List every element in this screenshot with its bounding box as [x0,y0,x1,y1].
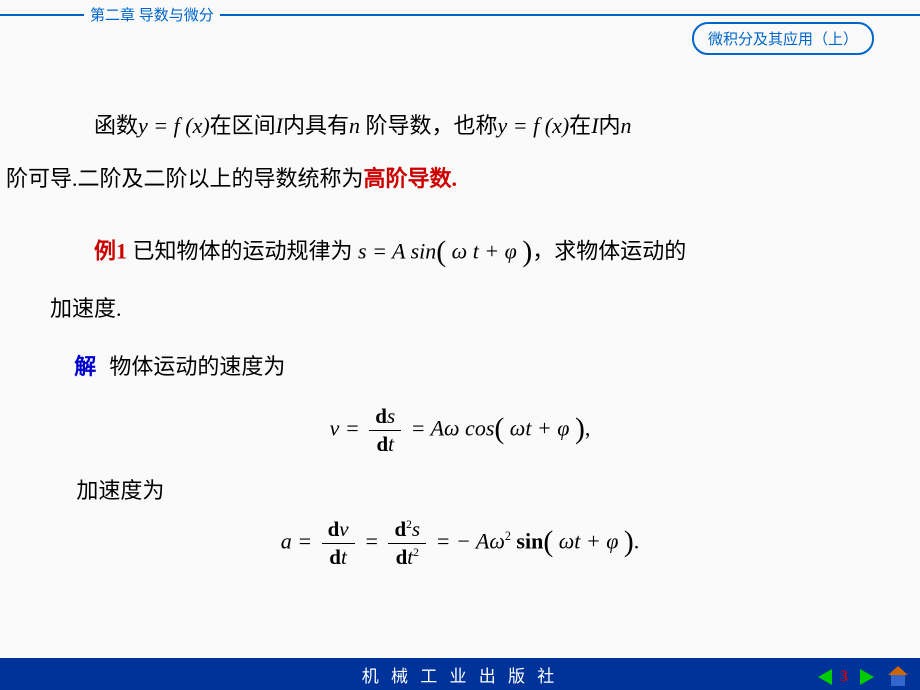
math-inline: ω t + φ [446,238,522,263]
math-inline: I [276,113,283,138]
definition-paragraph: 函数y = f (x)在区间I内具有n 阶导数，也称y = f (x)在I内n阶… [50,100,870,206]
velocity-formula: v = ds dt = Aω cos( ωt + φ ), [50,404,870,457]
paren-close: ) [575,413,585,445]
home-icon[interactable] [888,668,908,686]
nav-controls: 3 [818,668,908,686]
text: 在区间 [210,113,276,138]
math-lhs: a = [281,528,318,553]
example-paragraph-cont: 加速度. [50,285,870,333]
text: 函数 [94,113,138,138]
paren-open: ( [494,413,504,445]
example-paragraph: 例1 已知物体的运动规律为 s = A sin( ω t + φ )，求物体运动… [50,220,870,285]
paren-open: ( [543,526,553,558]
paren-open: ( [436,236,446,268]
acceleration-label: 加速度为 [50,473,870,505]
fraction: dv dt [322,517,355,570]
acceleration-formula: a = dv dt = d2s dt2 = − Aω2 sin( ωt + φ … [50,517,870,570]
slide-footer: 机 械 工 业 出 版 社 3 [0,658,920,690]
text: 内 [599,113,621,138]
math-eq: = [364,528,384,553]
prev-page-icon[interactable] [818,669,832,685]
text: , [585,415,591,440]
math-inline: y = f (x) [498,113,570,138]
solution-line: 解物体运动的速度为 [50,343,870,391]
math-inline: n [621,113,632,138]
text: ，求物体运动的 [532,238,686,263]
text: 阶导数，也称 [360,113,498,138]
text: . [634,528,640,553]
next-page-icon[interactable] [860,669,874,685]
math-lhs: v = [330,415,366,440]
text: 物体运动的速度为 [109,354,285,379]
math-sin: sin [511,528,543,553]
math-inline: ωt + φ [553,528,624,553]
paren-close: ) [522,236,532,268]
text: 阶可导.二阶及二阶以上的导数统称为 [6,166,364,191]
fraction: d2s dt2 [388,517,426,570]
text: 在 [569,113,591,138]
text: 已知物体的运动规律为 [127,238,353,263]
paren-close: ) [624,526,634,558]
solution-label: 解 [74,354,96,379]
math-inline: ωt + φ [504,415,575,440]
math-rhs: = − Aω [436,528,505,553]
math-inline: I [591,113,598,138]
slide-content: 函数y = f (x)在区间I内具有n 阶导数，也称y = f (x)在I内n阶… [0,40,920,606]
key-term: 高阶导数. [364,166,458,191]
slide-header: 第二章 导数与微分 微积分及其应用（上） [0,0,920,40]
page-number: 3 [840,668,852,686]
fraction: ds dt [369,404,401,457]
chapter-title: 第二章 导数与微分 [84,4,220,25]
example-label: 例1 [94,238,127,263]
math-inline: s = A sin [353,238,437,263]
math-inline: y = f (x) [138,113,210,138]
math-rhs: = Aω cos [411,415,495,440]
math-inline: n [349,113,360,138]
text: 内具有 [283,113,349,138]
publisher-name: 机 械 工 业 出 版 社 [362,662,559,687]
